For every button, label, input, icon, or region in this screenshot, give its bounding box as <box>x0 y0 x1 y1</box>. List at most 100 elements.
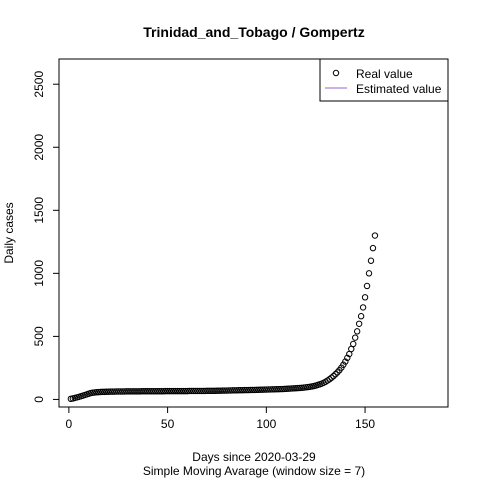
data-point <box>235 387 242 394</box>
data-point <box>369 244 377 252</box>
data-point <box>199 387 207 395</box>
data-point <box>176 387 183 395</box>
data-point <box>172 387 179 395</box>
data-point <box>265 386 272 393</box>
data-point <box>251 386 258 394</box>
data-point <box>182 387 189 395</box>
data-point <box>361 294 369 301</box>
data-point <box>148 388 156 395</box>
data-point <box>273 386 280 393</box>
legend-marker-real-value <box>332 69 340 77</box>
data-point <box>276 385 284 393</box>
data-point <box>156 388 163 395</box>
data-point <box>259 386 266 393</box>
data-point <box>113 388 120 395</box>
data-point <box>237 387 244 394</box>
data-point <box>365 270 373 277</box>
data-point <box>184 387 191 395</box>
data-point <box>188 387 195 395</box>
data-point <box>122 388 130 395</box>
data-point <box>205 387 213 395</box>
data-point <box>340 361 347 368</box>
data-point <box>243 386 250 394</box>
data-point <box>117 388 124 395</box>
data-point <box>158 388 165 395</box>
y-tick-label: 2000 <box>32 134 46 161</box>
data-point <box>130 388 138 395</box>
x-tick-label: 100 <box>256 417 276 431</box>
series-real-value <box>67 232 379 403</box>
data-point <box>280 385 288 393</box>
data-point <box>194 387 201 395</box>
data-point <box>328 374 335 381</box>
data-point <box>118 388 126 395</box>
legend-label-estimated-value: Estimated value <box>356 82 442 96</box>
data-point <box>115 388 122 395</box>
data-point <box>253 386 260 394</box>
data-point <box>186 387 193 395</box>
plot-frame <box>58 58 449 408</box>
data-point <box>211 387 219 395</box>
data-point <box>146 388 154 395</box>
data-point <box>93 389 100 396</box>
data-point <box>363 282 371 290</box>
x-axis-label: Days since 2020-03-29 <box>192 450 316 464</box>
data-point <box>144 388 152 395</box>
legend-label-real-value: Real value <box>356 67 413 81</box>
data-point <box>209 387 217 395</box>
data-point <box>99 388 106 396</box>
data-point <box>359 304 367 311</box>
data-point <box>134 388 142 395</box>
data-point <box>292 385 300 392</box>
data-point <box>126 388 134 395</box>
data-point <box>195 387 203 395</box>
x-tick-label: 0 <box>66 417 73 431</box>
data-point <box>249 386 256 394</box>
data-point <box>332 371 339 378</box>
data-point <box>288 385 296 392</box>
data-point <box>164 387 171 395</box>
data-point <box>330 372 337 380</box>
data-point <box>221 387 229 394</box>
data-point <box>142 388 150 395</box>
data-point <box>233 387 240 394</box>
x-axis: 0 50 100 150 <box>66 406 375 431</box>
data-point <box>201 387 209 395</box>
data-point <box>154 388 161 395</box>
data-point <box>229 387 236 394</box>
data-point <box>219 387 227 394</box>
data-point <box>290 385 298 392</box>
data-point <box>269 386 276 393</box>
data-point <box>105 388 112 395</box>
data-point <box>178 387 185 395</box>
data-point <box>355 320 363 327</box>
data-point <box>136 388 144 395</box>
data-point <box>296 384 304 392</box>
data-point <box>128 388 136 395</box>
data-point <box>344 354 351 362</box>
y-tick-label: 1500 <box>32 197 46 224</box>
data-point <box>97 388 104 396</box>
data-point <box>213 387 221 394</box>
data-point <box>353 328 361 335</box>
data-point <box>170 387 177 395</box>
y-tick-label: 1000 <box>32 260 46 287</box>
data-point <box>245 386 252 394</box>
data-point <box>271 386 278 393</box>
data-point <box>190 387 197 395</box>
data-point <box>225 387 233 394</box>
data-point <box>150 388 157 395</box>
data-point <box>162 387 169 395</box>
y-tick-label: 500 <box>32 326 46 346</box>
data-point <box>197 387 205 395</box>
data-point <box>227 387 234 394</box>
data-point <box>350 340 357 348</box>
data-point <box>124 388 132 395</box>
data-point <box>267 386 274 393</box>
data-point <box>217 387 225 394</box>
data-point <box>263 386 270 393</box>
data-point <box>351 334 359 341</box>
data-point <box>278 385 286 393</box>
data-point <box>203 387 211 395</box>
